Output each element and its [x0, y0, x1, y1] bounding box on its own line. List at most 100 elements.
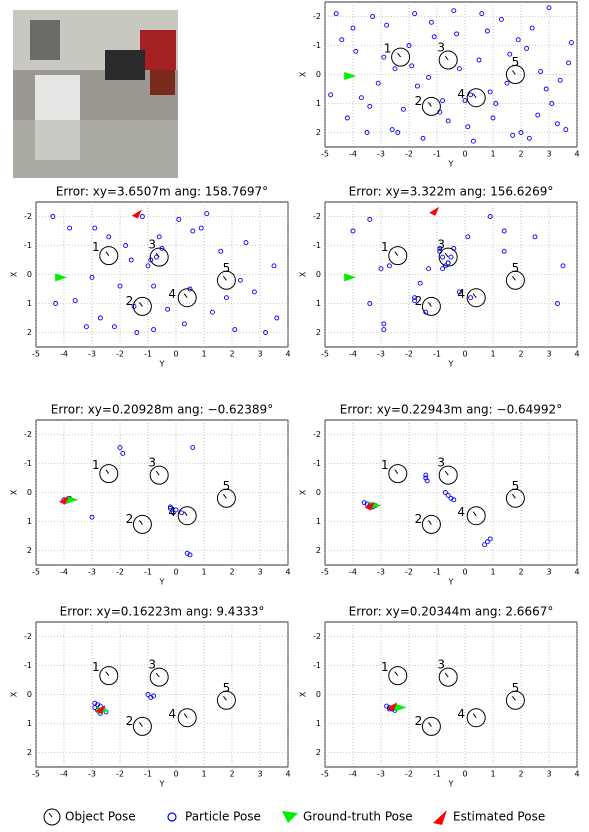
particle — [563, 127, 569, 133]
particle — [232, 327, 238, 333]
particle — [437, 245, 443, 251]
object-pose — [421, 296, 441, 316]
y-tick-label: -2 — [313, 430, 321, 439]
particle — [165, 306, 171, 312]
y-tick-label: 1 — [27, 299, 32, 308]
particle — [151, 693, 157, 699]
object-heading — [155, 672, 160, 678]
y-tick-label: -2 — [24, 430, 32, 439]
particle — [151, 283, 157, 289]
y-tick-label: 0 — [316, 70, 321, 79]
particle — [431, 34, 437, 40]
x-tick-label: -5 — [321, 150, 329, 159]
particle — [445, 118, 451, 124]
object-label: 1 — [381, 458, 389, 472]
object-pose — [466, 288, 486, 308]
particle — [190, 228, 196, 234]
object-heading — [105, 251, 110, 256]
object-label: 5 — [512, 479, 520, 493]
object-heading — [444, 252, 449, 258]
x-tick-label: -1 — [433, 770, 441, 779]
x-tick-label: 1 — [490, 350, 495, 359]
ground-truth-pose — [66, 495, 79, 504]
object-label: 4 — [457, 287, 465, 301]
particle — [465, 234, 471, 240]
particle — [223, 295, 229, 301]
particle — [546, 5, 552, 11]
x-tick-label: -4 — [349, 150, 357, 159]
particle — [526, 135, 532, 141]
particle — [440, 98, 446, 104]
particle — [501, 228, 507, 234]
particle — [128, 257, 134, 263]
object-label: 5 — [223, 681, 231, 695]
x-tick-label: -5 — [32, 770, 40, 779]
particle — [440, 266, 446, 272]
particle — [381, 327, 387, 333]
x-tick-label: 1 — [201, 350, 206, 359]
object-pose — [505, 270, 525, 290]
particle — [117, 445, 123, 450]
y-tick-label: 0 — [316, 690, 321, 699]
particle — [381, 321, 387, 327]
particle — [111, 324, 117, 330]
x-tick-label: -5 — [321, 770, 329, 779]
particle — [454, 31, 460, 37]
particle — [426, 266, 432, 272]
particle — [465, 124, 471, 130]
object-label: 2 — [126, 512, 134, 526]
object-pose — [216, 270, 236, 290]
particle — [515, 37, 521, 43]
object-heading — [427, 302, 432, 307]
chart-title: Error: xy=3.6507m ang: 158.7697° — [56, 185, 268, 199]
x-tick-label: 2 — [229, 770, 234, 779]
y-tick-label: 1 — [316, 517, 321, 526]
y-axis-label: X — [10, 271, 19, 277]
particle — [89, 514, 95, 520]
y-tick-label: -1 — [24, 661, 32, 670]
object-pose — [505, 690, 525, 710]
legend-label: Particle Pose — [185, 810, 261, 824]
y-tick-label: -2 — [24, 632, 32, 641]
object-label: 2 — [126, 294, 134, 308]
x-tick-label: -5 — [321, 568, 329, 577]
particle — [350, 228, 356, 234]
object-label: 4 — [457, 87, 465, 101]
particle — [490, 115, 496, 121]
y-axis-label: X — [10, 691, 19, 697]
particle — [237, 277, 243, 283]
particle — [173, 507, 179, 513]
y-tick-label: -2 — [24, 212, 32, 221]
particle — [484, 28, 490, 34]
particle — [395, 130, 401, 135]
particle — [375, 80, 381, 86]
chart-title: Error: xy=0.22943m ang: −0.64992° — [340, 403, 562, 417]
particle — [204, 211, 210, 217]
object-heading — [472, 293, 477, 299]
x-tick-label: 0 — [462, 350, 467, 359]
y-tick-label: 2 — [27, 328, 32, 337]
x-tick-label: -1 — [144, 568, 152, 577]
particle — [504, 80, 510, 86]
particle — [498, 16, 504, 22]
x-tick-label: 4 — [574, 770, 579, 779]
particle — [218, 248, 224, 254]
particle — [479, 11, 485, 17]
particle — [263, 330, 269, 335]
x-tick-label: 2 — [518, 350, 523, 359]
particle — [400, 106, 406, 112]
object-heading — [155, 252, 160, 258]
x-tick-label: 0 — [462, 770, 467, 779]
particle — [106, 234, 112, 240]
particle — [482, 542, 488, 548]
ground-truth-pose — [394, 703, 407, 712]
particle — [339, 37, 345, 43]
particle — [532, 234, 538, 240]
particle — [148, 257, 154, 263]
particle — [468, 92, 474, 98]
particle — [389, 127, 395, 133]
object-label: 2 — [415, 94, 423, 108]
object-heading — [105, 469, 110, 474]
object-heading — [138, 722, 143, 727]
particle — [423, 472, 429, 478]
